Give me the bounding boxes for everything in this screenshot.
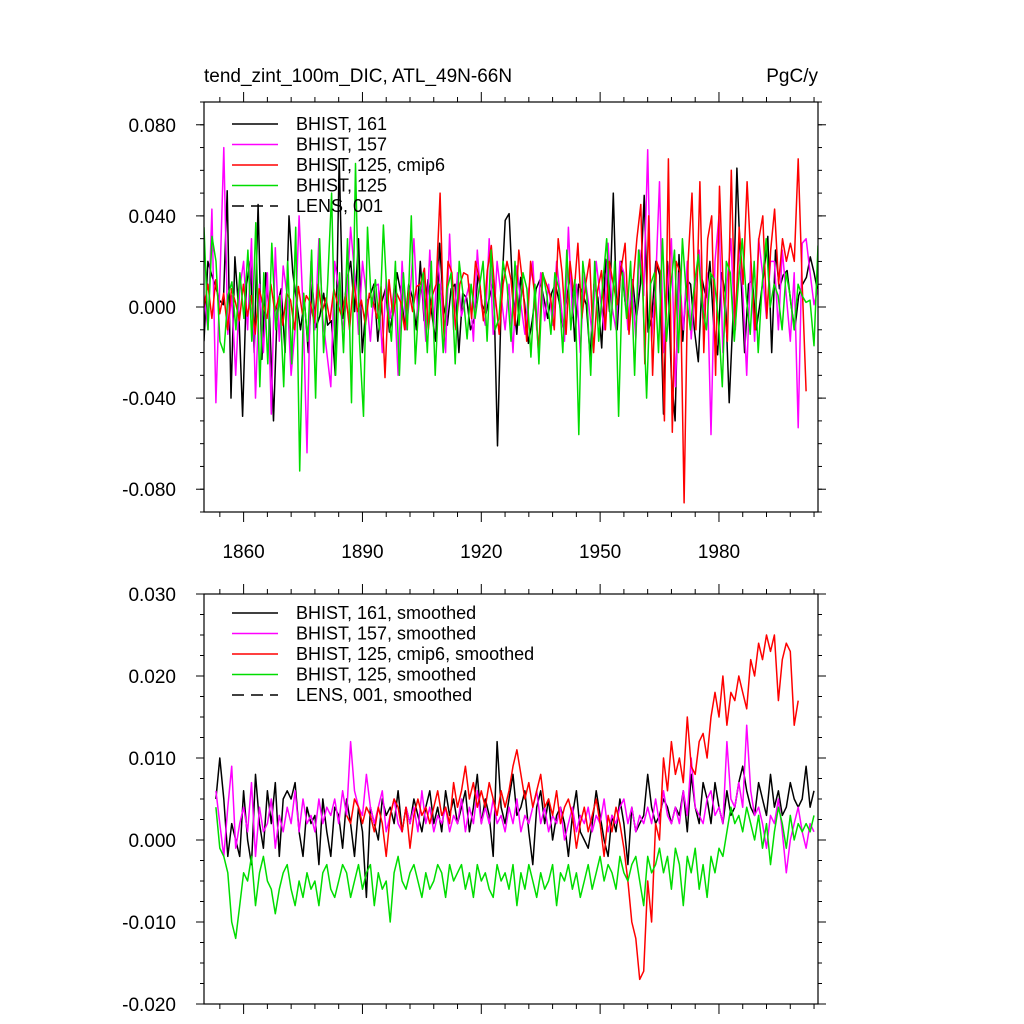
top-x-tick-label: 1950 bbox=[579, 542, 621, 563]
bottom-y-tick-label: 0.020 bbox=[128, 667, 176, 688]
bottom-panel-smoothed: 0.030 0.020 0.010 0.000 -0.010 -0.020 BHIST, 1… bbox=[122, 584, 826, 1016]
top-legend-label-bhist-157: BHIST, 157 bbox=[296, 135, 387, 155]
top-series-bhist-157 bbox=[204, 146, 818, 454]
top-y-tick-label: 0.000 bbox=[128, 298, 176, 319]
bottom-legend-label-bhist-161-smoothed: BHIST, 161, smoothed bbox=[296, 603, 476, 623]
top-x-tick-label: 1920 bbox=[460, 542, 502, 563]
top-units-label: PgC/y bbox=[766, 66, 818, 87]
top-legend-label-bhist-125-cmip6: BHIST, 125, cmip6 bbox=[296, 155, 445, 175]
bottom-series-bhist-125-smoothed bbox=[215, 806, 815, 940]
top-y-tick-label: 0.080 bbox=[128, 116, 176, 137]
top-y-tick-label: -0.080 bbox=[122, 480, 176, 501]
top-legend-label-lens-001: LENS, 001 bbox=[296, 196, 383, 216]
bottom-legend-label-bhist-125-cmip6-smoothed: BHIST, 125, cmip6, smoothed bbox=[296, 644, 534, 664]
bottom-y-tick-label: 0.000 bbox=[128, 831, 176, 852]
top-legend-label-bhist-161: BHIST, 161 bbox=[296, 114, 387, 134]
bottom-series-bhist-125-cmip6-smoothed bbox=[345, 634, 799, 981]
bottom-legend-label-bhist-157-smoothed: BHIST, 157, smoothed bbox=[296, 624, 476, 644]
top-chart-title: tend_zint_100m_DIC, ATL_49N-66N bbox=[204, 66, 512, 87]
top-panel-raw: 0.080 0.040 0.000 -0.040 -0.080 1860 1890 1920 1… bbox=[122, 66, 826, 563]
top-y-tick-label: 0.040 bbox=[128, 207, 176, 228]
top-x-tick-label: 1890 bbox=[341, 542, 383, 563]
bottom-series-bhist-157-smoothed bbox=[215, 724, 815, 874]
bottom-y-tick-label: -0.020 bbox=[122, 995, 176, 1016]
top-series-bhist-125 bbox=[204, 162, 818, 472]
bottom-y-tick-label: -0.010 bbox=[122, 913, 176, 934]
top-x-tick-label: 1980 bbox=[698, 542, 740, 563]
bottom-y-tick-label: 0.010 bbox=[128, 749, 176, 770]
top-legend-label-bhist-125: BHIST, 125 bbox=[296, 176, 387, 196]
top-y-tick-label: -0.040 bbox=[122, 389, 176, 410]
bottom-legend-label-lens-001-smoothed: LENS, 001, smoothed bbox=[296, 685, 472, 705]
bottom-legend-label-bhist-125-smoothed: BHIST, 125, smoothed bbox=[296, 665, 476, 685]
bottom-y-tick-label: 0.030 bbox=[128, 585, 176, 606]
top-x-tick-label: 1860 bbox=[222, 542, 264, 563]
